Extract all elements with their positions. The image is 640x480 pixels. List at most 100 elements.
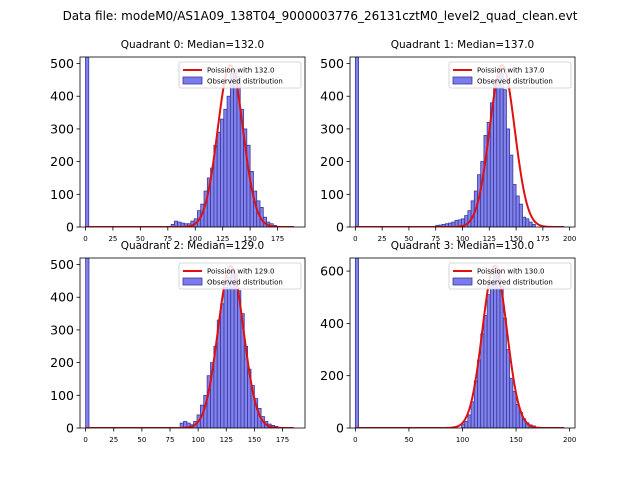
x-tick-label: 100 [189, 235, 202, 243]
poisson-curve [85, 64, 295, 227]
y-tick-label: 500 [50, 257, 74, 272]
legend: Poission with 129.0 Observed distribution [178, 262, 302, 290]
y-tick-label: 400 [50, 89, 74, 104]
x-tick-label: 75 [166, 436, 175, 444]
panel-quadrant-0: Quadrant 0: Median=132.0 0 25 50 75 100 125 150… [50, 39, 306, 243]
panel-quadrant-3: Quadrant 3: Median=130.0 0 50 100 150 200 0 200… [320, 240, 576, 444]
panel-title: Quadrant 2: Median=129.0 [121, 240, 264, 252]
x-tick-label: 75 [431, 235, 440, 243]
y-tick-label: 200 [320, 368, 344, 383]
x-tick-label: 200 [563, 235, 576, 243]
y-tick-label: 0 [336, 421, 344, 436]
histogram-bar [226, 277, 232, 428]
legend: Poission with 132.0 Observed distribution [178, 61, 302, 89]
histogram-bar [515, 195, 520, 227]
histogram-bar [233, 69, 238, 227]
x-tick-label: 25 [108, 235, 117, 243]
x-tick-label: 125 [220, 436, 233, 444]
y-tick-label: 500 [320, 56, 344, 71]
histogram-bar [512, 390, 517, 428]
poisson-curve [355, 64, 565, 227]
histogram-bar [220, 118, 225, 227]
legend-bar-swatch [452, 76, 473, 85]
legend-entry-observed: Observed distribution [477, 78, 553, 86]
histogram-bar [223, 108, 228, 227]
y-tick-label: 200 [50, 355, 74, 370]
x-tick-label: 25 [378, 235, 387, 243]
x-tick-label: 150 [509, 436, 522, 444]
panel-quadrant-2: Quadrant 2: Median=129.0 0 25 50 75 100 125 150… [50, 240, 306, 444]
legend-entry-poisson: Poission with 129.0 [207, 268, 275, 276]
x-tick-label: 200 [563, 436, 576, 444]
histogram-bar [499, 286, 504, 428]
legend-entry-observed: Observed distribution [207, 279, 283, 287]
legend-entry-poisson: Poission with 137.0 [477, 67, 545, 75]
x-tick-label: 0 [83, 436, 87, 444]
histogram-bar [512, 184, 517, 227]
bars-observed [85, 57, 295, 227]
panel-quadrant-1: Quadrant 1: Median=137.0 0 25 50 75 100 125 150… [320, 39, 576, 243]
x-tick-label: 100 [456, 235, 469, 243]
histogram-bar [223, 287, 228, 428]
histogram-bar [470, 401, 475, 428]
y-tick-label: 100 [50, 187, 74, 202]
x-tick-label: 100 [191, 436, 204, 444]
histogram-bar [496, 273, 501, 428]
x-tick-label: 0 [353, 235, 357, 243]
histogram-bar [216, 131, 221, 227]
histogram-bar [220, 303, 225, 428]
histogram-bar [506, 349, 511, 428]
legend-bar-swatch [182, 277, 203, 286]
x-tick-label: 175 [271, 235, 284, 243]
histogram-bar [354, 57, 359, 227]
legend-entry-observed: Observed distribution [477, 279, 553, 287]
histogram-bar [464, 421, 469, 428]
x-tick-label: 175 [276, 436, 289, 444]
histogram-bar [509, 377, 514, 428]
histogram-bar [354, 258, 359, 428]
y-tick-label: 300 [320, 121, 344, 136]
legend-bar-swatch [452, 277, 473, 286]
panel-title: Quadrant 1: Median=137.0 [391, 39, 534, 51]
y-tick-label: 300 [50, 322, 74, 337]
histogram-bar [528, 221, 533, 227]
histogram-bar [233, 273, 238, 428]
legend-box [448, 61, 572, 89]
x-tick-label: 50 [137, 436, 146, 444]
x-tick-label: 150 [248, 436, 261, 444]
y-tick-label: 600 [320, 264, 344, 279]
histogram-bar [525, 218, 530, 227]
axes-frame [79, 257, 306, 429]
y-tick-label: 0 [66, 220, 74, 235]
bars-observed [354, 57, 565, 227]
x-tick-label: 50 [404, 235, 413, 243]
histogram-bar [499, 72, 504, 227]
y-tick-label: 200 [50, 154, 74, 169]
x-tick-label: 125 [216, 235, 229, 243]
y-tick-label: 100 [50, 388, 74, 403]
x-tick-label: 150 [509, 235, 522, 243]
histogram-bar [486, 294, 491, 428]
figure-suptitle: Data file: modeM0/AS1A09_138T04_90000037… [63, 9, 578, 23]
y-tick-label: 300 [50, 121, 74, 136]
legend-box [448, 262, 572, 290]
x-tick-label: 175 [536, 235, 549, 243]
histogram-bar [493, 82, 498, 227]
axes-frame [79, 56, 306, 228]
x-tick-label: 50 [136, 235, 145, 243]
histogram-bar [229, 72, 235, 227]
histogram-bar [502, 89, 507, 227]
histogram-bar [230, 270, 235, 428]
histogram-bar [496, 76, 501, 227]
x-tick-label: 0 [83, 235, 87, 243]
legend-entry-poisson: Poission with 132.0 [207, 67, 275, 75]
y-tick-label: 400 [320, 89, 344, 104]
x-tick-label: 125 [483, 235, 496, 243]
histogram-bar [489, 281, 494, 428]
x-tick-label: 25 [109, 436, 118, 444]
x-tick-label: 100 [456, 436, 469, 444]
y-tick-label: 0 [336, 220, 344, 235]
legend-box [178, 61, 302, 89]
histogram-bar [226, 95, 231, 227]
